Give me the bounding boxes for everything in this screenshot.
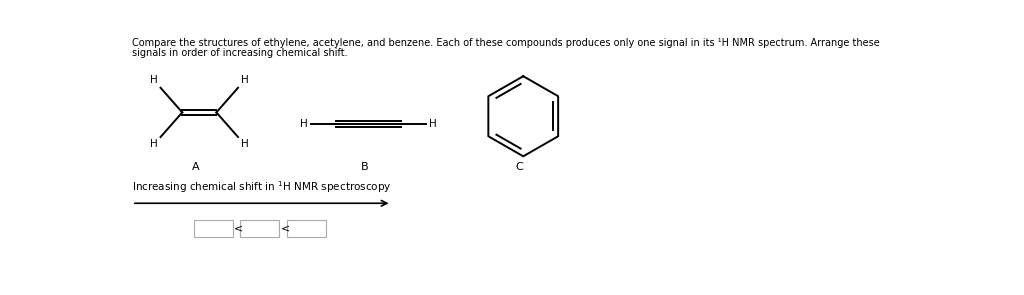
Text: B: B: [360, 163, 369, 173]
Text: H: H: [150, 76, 158, 86]
Text: H: H: [241, 76, 249, 86]
Text: Compare the structures of ethylene, acetylene, and benzene. Each of these compou: Compare the structures of ethylene, acet…: [132, 38, 880, 48]
Text: signals in order of increasing chemical shift.: signals in order of increasing chemical …: [132, 48, 347, 58]
Text: A: A: [191, 163, 200, 173]
Text: H: H: [150, 139, 158, 149]
Text: Increasing chemical shift in $^1$H NMR spectroscopy: Increasing chemical shift in $^1$H NMR s…: [132, 179, 391, 195]
Text: H: H: [300, 119, 308, 129]
Text: C: C: [515, 163, 523, 173]
Text: <: <: [281, 224, 290, 234]
Bar: [241, 220, 280, 237]
Text: H: H: [241, 139, 249, 149]
Bar: [194, 220, 232, 237]
Bar: [287, 220, 326, 237]
Text: <: <: [234, 224, 244, 234]
Text: H: H: [429, 119, 436, 129]
